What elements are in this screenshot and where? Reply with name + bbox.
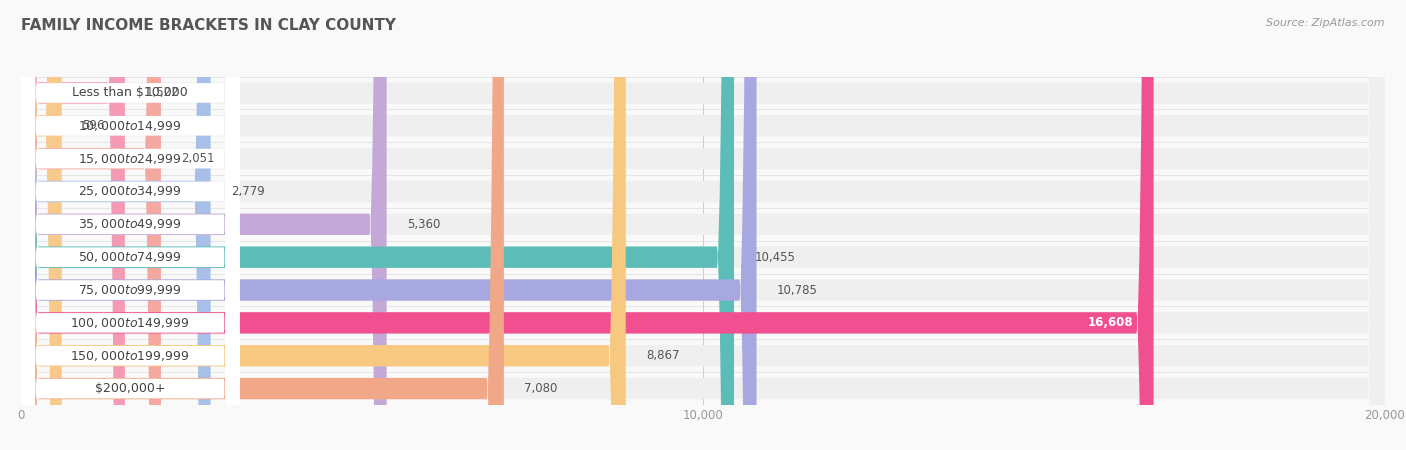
FancyBboxPatch shape: [21, 0, 734, 450]
Text: 16,608: 16,608: [1087, 316, 1133, 329]
FancyBboxPatch shape: [21, 0, 239, 450]
FancyBboxPatch shape: [21, 0, 626, 450]
FancyBboxPatch shape: [21, 0, 239, 450]
Text: Less than $10,000: Less than $10,000: [72, 86, 188, 99]
Text: $50,000 to $74,999: $50,000 to $74,999: [79, 250, 181, 264]
FancyBboxPatch shape: [21, 0, 1385, 450]
FancyBboxPatch shape: [21, 0, 1385, 450]
FancyBboxPatch shape: [21, 0, 1385, 450]
Text: FAMILY INCOME BRACKETS IN CLAY COUNTY: FAMILY INCOME BRACKETS IN CLAY COUNTY: [21, 18, 396, 33]
Text: 1,522: 1,522: [145, 86, 179, 99]
Text: $150,000 to $199,999: $150,000 to $199,999: [70, 349, 190, 363]
Text: 7,080: 7,080: [524, 382, 558, 395]
Text: 10,455: 10,455: [755, 251, 796, 264]
FancyBboxPatch shape: [21, 0, 239, 450]
Text: 2,051: 2,051: [181, 152, 215, 165]
FancyBboxPatch shape: [21, 0, 503, 450]
FancyBboxPatch shape: [21, 0, 1385, 450]
FancyBboxPatch shape: [21, 0, 1385, 450]
FancyBboxPatch shape: [21, 0, 387, 450]
Text: $75,000 to $99,999: $75,000 to $99,999: [79, 283, 181, 297]
FancyBboxPatch shape: [21, 0, 239, 450]
Text: 5,360: 5,360: [408, 218, 440, 231]
FancyBboxPatch shape: [21, 0, 125, 450]
FancyBboxPatch shape: [21, 0, 160, 450]
FancyBboxPatch shape: [21, 0, 1385, 450]
FancyBboxPatch shape: [21, 0, 1385, 450]
FancyBboxPatch shape: [21, 0, 239, 450]
FancyBboxPatch shape: [21, 0, 239, 450]
Text: 596: 596: [82, 119, 104, 132]
Text: $100,000 to $149,999: $100,000 to $149,999: [70, 316, 190, 330]
Text: $200,000+: $200,000+: [96, 382, 166, 395]
FancyBboxPatch shape: [21, 0, 239, 450]
FancyBboxPatch shape: [21, 0, 239, 450]
Text: $25,000 to $34,999: $25,000 to $34,999: [79, 184, 181, 198]
FancyBboxPatch shape: [21, 0, 239, 450]
Text: 8,867: 8,867: [647, 349, 679, 362]
Text: $10,000 to $14,999: $10,000 to $14,999: [79, 119, 181, 133]
Text: $35,000 to $49,999: $35,000 to $49,999: [79, 217, 181, 231]
FancyBboxPatch shape: [21, 0, 1153, 450]
FancyBboxPatch shape: [21, 0, 239, 450]
FancyBboxPatch shape: [21, 0, 211, 450]
FancyBboxPatch shape: [21, 0, 1385, 450]
Text: $15,000 to $24,999: $15,000 to $24,999: [79, 152, 181, 166]
FancyBboxPatch shape: [21, 0, 1385, 450]
Text: Source: ZipAtlas.com: Source: ZipAtlas.com: [1267, 18, 1385, 28]
FancyBboxPatch shape: [21, 0, 1385, 450]
Text: 2,779: 2,779: [231, 185, 264, 198]
Text: 10,785: 10,785: [778, 284, 818, 297]
FancyBboxPatch shape: [21, 0, 756, 450]
FancyBboxPatch shape: [21, 0, 62, 450]
